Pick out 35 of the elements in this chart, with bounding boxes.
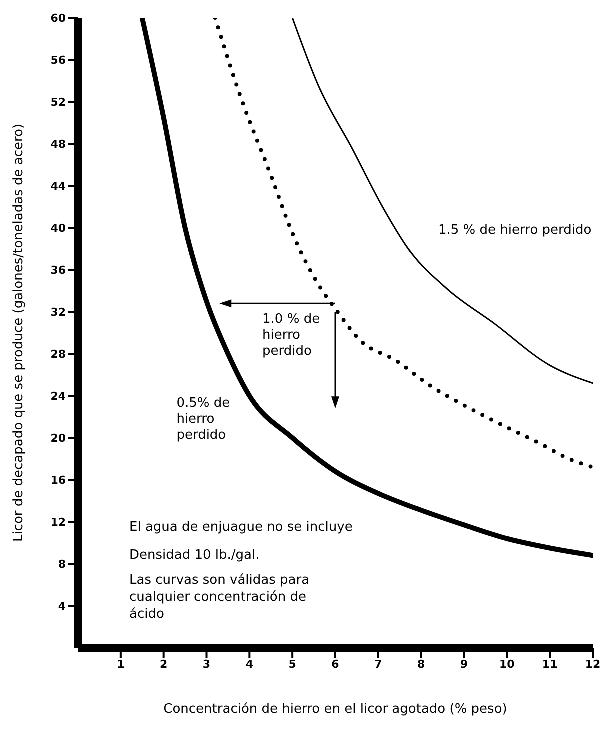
y-tick-label: 16: [50, 474, 66, 487]
x-tick-label: 6: [332, 658, 340, 671]
annotation: Densidad 10 lb./gal.: [130, 547, 261, 564]
x-tick-label: 4: [246, 658, 254, 671]
y-axis-title: Licor de decapado que se produce (galones/toneladas de acero): [12, 124, 27, 542]
y-tick-label: 12: [50, 516, 66, 529]
y-tick-label: 4: [58, 600, 66, 613]
x-tick-label: 5: [288, 658, 296, 671]
y-tick-label: 36: [50, 264, 66, 277]
y-tick-label: 40: [50, 222, 66, 235]
x-tick-label: 3: [202, 658, 211, 671]
y-tick-label: 60: [50, 12, 66, 25]
y-tick-label: 24: [50, 390, 66, 403]
y-tick-label: 48: [50, 138, 66, 151]
x-tick-label: 10: [500, 658, 516, 671]
annotation: El agua de enjuague no se incluye: [130, 518, 354, 536]
annotation: Las curvas son válidas para cualquier concentración de ácido: [130, 572, 311, 624]
y-tick-label: 56: [50, 54, 66, 67]
y-tick-label: 32: [50, 306, 66, 319]
y-tick-label: 8: [58, 558, 66, 571]
x-tick-label: 9: [460, 658, 468, 671]
x-tick-label: 1: [117, 658, 125, 671]
x-tick-label: 12: [585, 658, 601, 671]
series-label: 0.5% de hierro perdido: [176, 396, 232, 444]
x-tick-label: 2: [160, 658, 168, 671]
x-tick-label: 11: [542, 658, 558, 671]
text: 1.5 % de hierro perdido: [438, 222, 593, 239]
x-axis-title: Concentración de hierro en el licor agotado (% peso): [164, 702, 508, 717]
x-tick-label: 7: [374, 658, 382, 671]
series-label: 1.0 % de hierro perdido: [262, 312, 322, 360]
y-tick-label: 52: [50, 96, 66, 109]
x-tick-label: 8: [418, 658, 426, 671]
y-tick-label: 20: [50, 432, 66, 445]
y-tick-label: 44: [50, 180, 66, 193]
y-tick-label: 28: [50, 348, 66, 361]
